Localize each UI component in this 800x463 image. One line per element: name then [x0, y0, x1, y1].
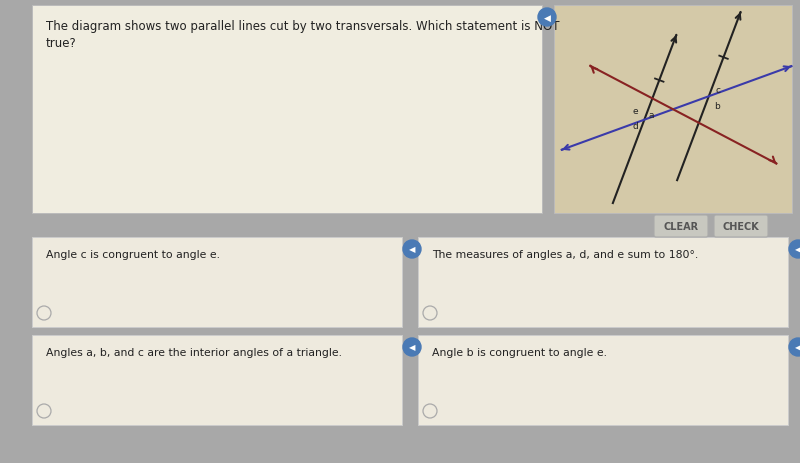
Circle shape: [403, 240, 421, 258]
Circle shape: [789, 240, 800, 258]
Text: d: d: [633, 122, 638, 131]
FancyBboxPatch shape: [32, 6, 542, 213]
FancyBboxPatch shape: [32, 335, 402, 425]
FancyBboxPatch shape: [654, 216, 708, 238]
Text: ◀: ◀: [409, 245, 415, 254]
FancyBboxPatch shape: [418, 238, 788, 327]
Text: c: c: [715, 86, 720, 95]
Text: ◀: ◀: [543, 13, 550, 22]
FancyBboxPatch shape: [418, 335, 788, 425]
Text: Angle c is congruent to angle e.: Angle c is congruent to angle e.: [46, 250, 220, 259]
Text: The diagram shows two parallel lines cut by two transversals. Which statement is: The diagram shows two parallel lines cut…: [46, 20, 559, 50]
Text: a: a: [649, 111, 654, 119]
Text: CHECK: CHECK: [722, 221, 759, 232]
Text: CLEAR: CLEAR: [663, 221, 698, 232]
Circle shape: [538, 9, 556, 27]
Text: Angles a, b, and c are the interior angles of a triangle.: Angles a, b, and c are the interior angl…: [46, 347, 342, 357]
Circle shape: [789, 338, 800, 356]
FancyBboxPatch shape: [32, 238, 402, 327]
Text: ◀: ◀: [794, 343, 800, 352]
Text: ◀: ◀: [409, 343, 415, 352]
Text: b: b: [714, 102, 719, 111]
FancyBboxPatch shape: [554, 6, 792, 213]
Text: The measures of angles a, d, and e sum to 180°.: The measures of angles a, d, and e sum t…: [432, 250, 698, 259]
Text: e: e: [633, 106, 638, 116]
Circle shape: [403, 338, 421, 356]
Text: Angle b is congruent to angle e.: Angle b is congruent to angle e.: [432, 347, 607, 357]
FancyBboxPatch shape: [714, 216, 768, 238]
Text: ◀: ◀: [794, 245, 800, 254]
